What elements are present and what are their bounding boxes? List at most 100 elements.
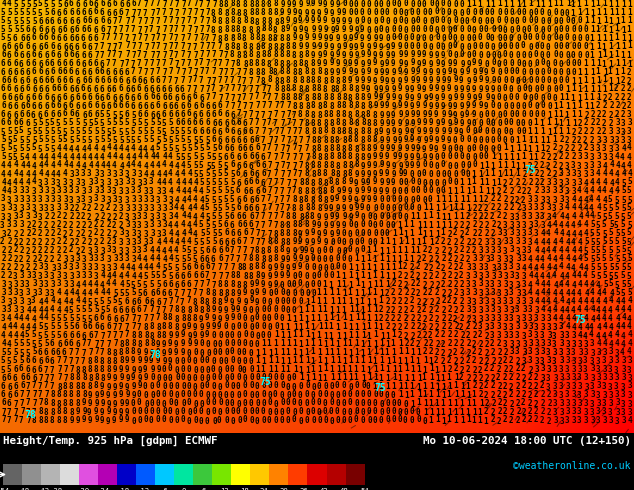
Text: 0: 0 <box>330 238 335 246</box>
Text: 2: 2 <box>385 289 389 298</box>
Text: 7: 7 <box>57 373 61 382</box>
Text: 5: 5 <box>230 195 235 203</box>
Text: 4: 4 <box>51 296 56 305</box>
Text: 8: 8 <box>318 204 322 213</box>
Text: 8: 8 <box>311 84 316 93</box>
Text: 9: 9 <box>410 119 415 128</box>
Text: 2: 2 <box>435 281 440 290</box>
Text: 0: 0 <box>522 101 526 111</box>
Text: 3: 3 <box>491 246 496 255</box>
Text: 9: 9 <box>391 170 396 179</box>
Text: 9: 9 <box>311 42 316 51</box>
Text: 6: 6 <box>1 382 5 391</box>
Text: 0: 0 <box>496 59 501 69</box>
Bar <box>98 464 117 486</box>
Text: 1: 1 <box>397 255 401 264</box>
Text: 5: 5 <box>603 230 607 239</box>
Text: 0: 0 <box>366 17 371 25</box>
Text: 3: 3 <box>621 400 625 409</box>
Text: 0: 0 <box>497 128 501 137</box>
Text: 4: 4 <box>564 246 569 255</box>
Text: 7: 7 <box>292 119 296 128</box>
Text: 1: 1 <box>467 399 471 408</box>
Text: 0: 0 <box>553 85 558 95</box>
Text: 0: 0 <box>571 51 575 60</box>
Text: 6: 6 <box>39 357 43 366</box>
Text: 9: 9 <box>472 76 477 85</box>
Text: 3: 3 <box>497 245 501 255</box>
Text: 3: 3 <box>143 195 148 204</box>
Text: 9: 9 <box>391 119 395 127</box>
Text: 3: 3 <box>565 178 569 188</box>
Text: 2: 2 <box>429 298 434 307</box>
Text: 4: 4 <box>546 238 550 247</box>
Text: 7: 7 <box>299 119 303 128</box>
Text: 2: 2 <box>590 118 595 127</box>
Text: 4: 4 <box>602 314 607 322</box>
Text: 2: 2 <box>112 213 117 221</box>
Text: 0: 0 <box>193 416 198 425</box>
Text: 7: 7 <box>136 323 141 332</box>
Text: 8: 8 <box>119 340 124 348</box>
Text: 2: 2 <box>391 288 395 297</box>
Text: 1: 1 <box>441 391 446 400</box>
Text: 6: 6 <box>155 288 160 297</box>
Text: 4: 4 <box>162 160 166 170</box>
Text: 8: 8 <box>341 101 346 110</box>
Text: 2: 2 <box>614 84 619 93</box>
Bar <box>327 464 346 486</box>
Text: 0: 0 <box>534 85 539 94</box>
Text: 2: 2 <box>423 245 427 254</box>
Text: 3: 3 <box>559 169 563 178</box>
Text: 4: 4 <box>57 289 61 297</box>
Text: 1: 1 <box>261 357 266 366</box>
Text: 6: 6 <box>113 101 117 110</box>
Text: 1: 1 <box>447 213 451 222</box>
Text: 0: 0 <box>242 381 247 391</box>
Text: 1: 1 <box>577 94 581 103</box>
Text: 3: 3 <box>45 186 49 195</box>
Text: 7: 7 <box>281 135 285 145</box>
Text: 9: 9 <box>398 127 403 137</box>
Text: 1: 1 <box>578 77 582 86</box>
Text: 6: 6 <box>13 68 18 76</box>
Text: 0: 0 <box>460 43 464 52</box>
Text: 9: 9 <box>87 408 92 416</box>
Text: 9: 9 <box>385 161 391 170</box>
Text: 9: 9 <box>391 42 396 51</box>
Text: 0: 0 <box>144 399 149 409</box>
Text: 3: 3 <box>496 289 501 298</box>
Text: 1: 1 <box>597 42 601 51</box>
Text: 7: 7 <box>267 152 271 161</box>
Text: 3: 3 <box>39 204 43 213</box>
Text: 36: 36 <box>300 488 309 490</box>
Text: 0: 0 <box>503 59 507 68</box>
Text: 0: 0 <box>175 391 179 400</box>
Text: 6: 6 <box>69 94 74 103</box>
Text: 3: 3 <box>522 204 526 213</box>
Text: 7: 7 <box>167 76 172 85</box>
Text: 0: 0 <box>162 382 167 391</box>
Text: 0: 0 <box>347 229 352 239</box>
Text: 8: 8 <box>299 213 304 221</box>
Text: 5: 5 <box>14 18 18 26</box>
Text: 6: 6 <box>14 43 18 52</box>
Text: 3: 3 <box>583 340 588 349</box>
Text: 2: 2 <box>465 246 470 255</box>
Text: 9: 9 <box>448 110 453 119</box>
Text: 0: 0 <box>186 356 191 366</box>
Text: 1: 1 <box>547 128 552 137</box>
Text: 3: 3 <box>503 315 508 323</box>
Text: 2: 2 <box>106 203 110 212</box>
Text: 9: 9 <box>131 356 135 365</box>
Text: 9: 9 <box>441 51 445 60</box>
Text: 2: 2 <box>447 365 452 374</box>
Text: 0: 0 <box>496 93 501 102</box>
Text: 4: 4 <box>559 245 564 255</box>
Text: 2: 2 <box>466 356 470 366</box>
Text: 6: 6 <box>230 152 235 161</box>
Text: 4: 4 <box>82 280 86 290</box>
Text: 3: 3 <box>571 399 576 408</box>
Text: 78: 78 <box>24 410 36 419</box>
Text: 3: 3 <box>608 391 612 400</box>
